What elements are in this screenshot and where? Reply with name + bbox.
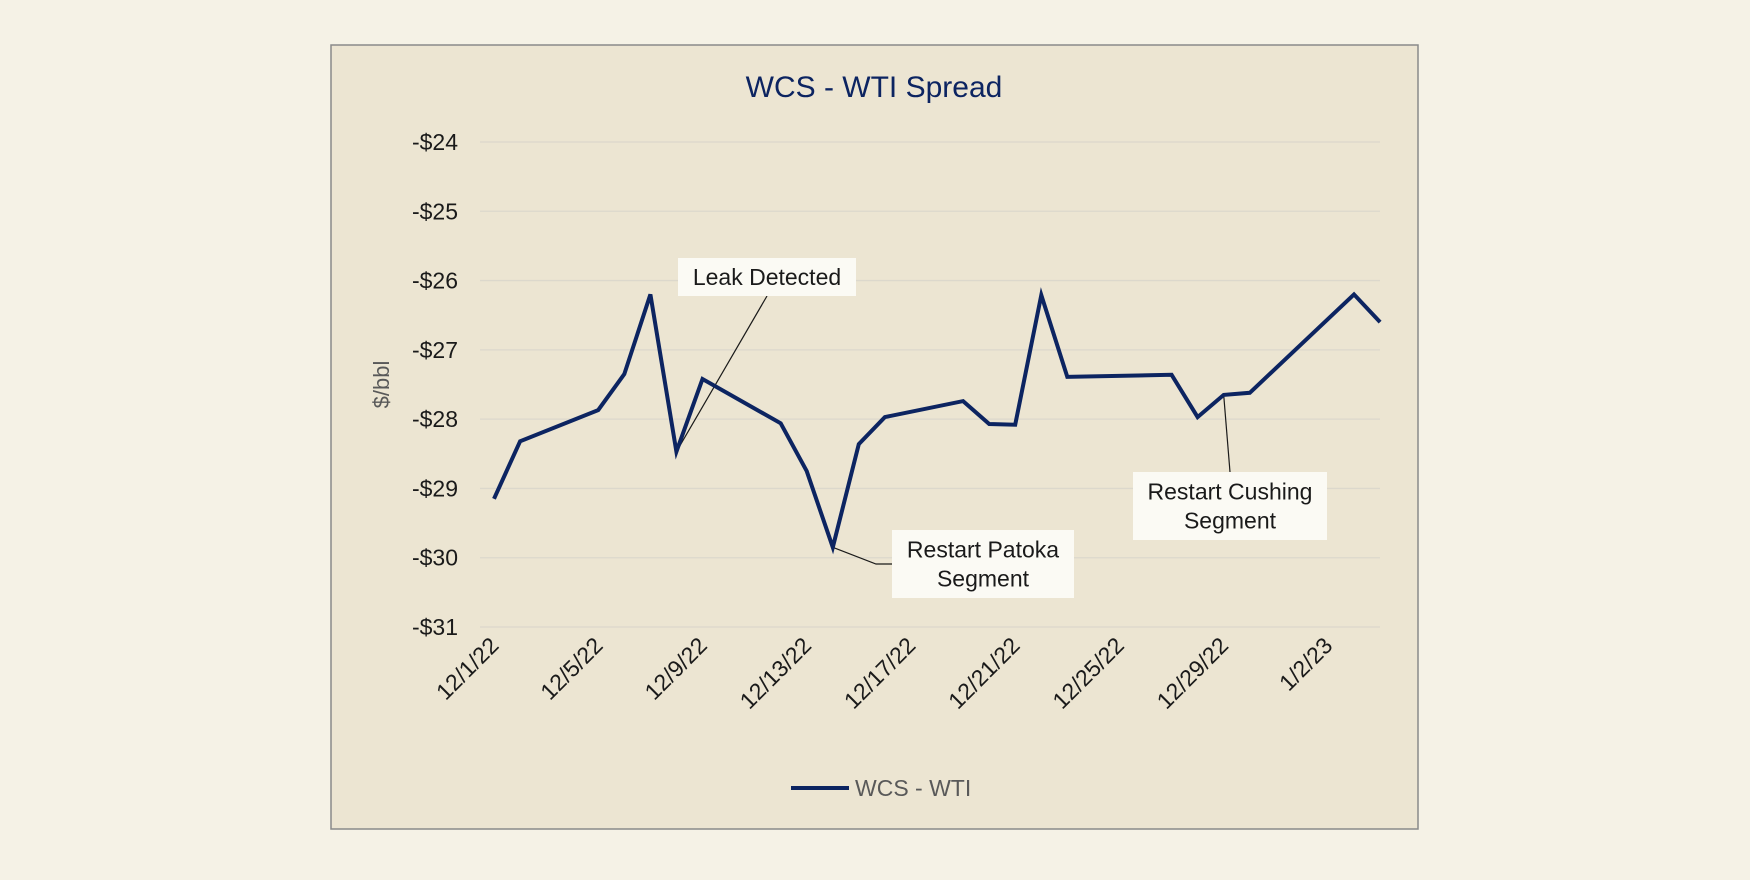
y-tick-label: -$29 [412, 475, 458, 501]
y-tick-label: -$25 [412, 198, 458, 224]
y-tick-label: -$31 [412, 614, 458, 640]
chart-title: WCS - WTI Spread [746, 71, 1003, 104]
callout-label: Restart Patoka [907, 537, 1059, 563]
legend-label: WCS - WTI [855, 775, 971, 801]
y-tick-label: -$26 [412, 268, 458, 294]
callout-label: Restart Cushing [1148, 479, 1313, 505]
chart-frame [331, 45, 1418, 829]
y-tick-label: -$30 [412, 545, 458, 571]
callout-label: Segment [937, 566, 1030, 592]
y-tick-label: -$24 [412, 129, 458, 155]
y-tick-label: -$27 [412, 337, 458, 363]
y-tick-label: -$28 [412, 406, 458, 432]
callout-label: Segment [1184, 508, 1277, 534]
callout-label: Leak Detected [693, 264, 841, 290]
y-axis-title: $/bbl [369, 361, 394, 409]
